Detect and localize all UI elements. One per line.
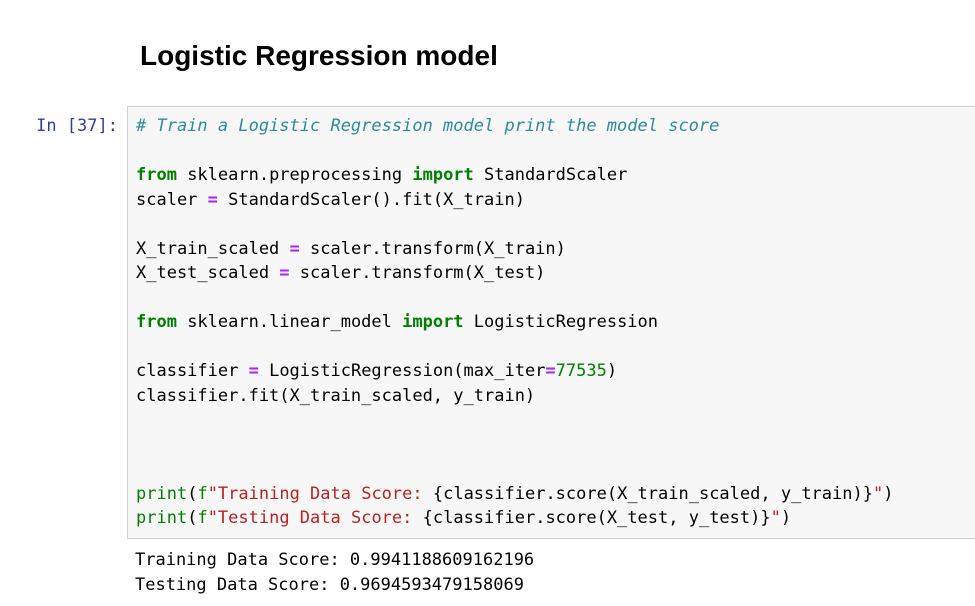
code-line: print(f"Training Data Score: {classifier… [136,483,894,504]
markdown-heading: Logistic Regression model [140,40,498,71]
code-line: classifier.fit(X_train_scaled, y_train) [136,385,536,406]
code-line [136,139,970,164]
code-line [136,286,970,311]
code-line [136,433,970,458]
cell-input-prompt: In [37]: [36,116,118,136]
code-line: from sklearn.linear_model import Logisti… [136,312,659,332]
code-line [136,212,970,237]
code-cell: In [37]: # Train a Logistic Regression m… [0,106,975,539]
code-line: scaler = StandardScaler().fit(X_train) [136,189,525,210]
output-line-training-score: Training Data Score: 0.9941188609162196 [135,550,535,570]
cell-input-area[interactable]: # Train a Logistic Regression model prin… [127,106,975,539]
code-line: classifier = LogisticRegression(max_iter… [136,361,618,381]
code-editor[interactable]: # Train a Logistic Regression model prin… [136,114,970,531]
code-line [136,408,970,433]
code-line: print(f"Testing Data Score: {classifier.… [136,508,792,528]
code-line: # Train a Logistic Regression model prin… [136,116,720,136]
code-line [136,457,970,482]
code-line [136,335,970,360]
code-line: X_test_scaled = scaler.transform(X_test) [136,263,546,283]
output-line-testing-score: Testing Data Score: 0.9694593479158069 [135,574,524,595]
code-line: from sklearn.preprocessing import Standa… [136,165,628,185]
code-line: X_train_scaled = scaler.transform(X_trai… [136,238,566,259]
cell-output-area: Training Data Score: 0.9941188609162196 … [135,548,534,597]
